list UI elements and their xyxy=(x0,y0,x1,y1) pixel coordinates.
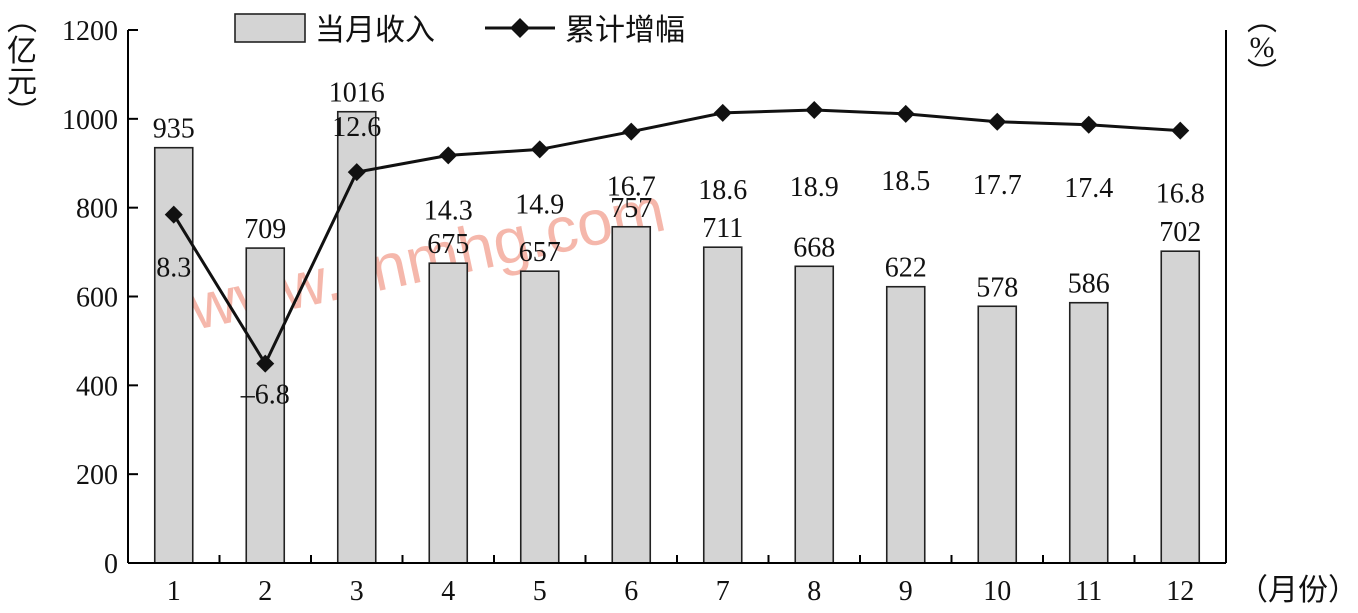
x-tick-label: 11 xyxy=(1075,576,1102,607)
x-tick-label: 12 xyxy=(1166,576,1194,607)
legend-line-label: 累计增幅 xyxy=(565,14,685,47)
x-tick-label: 3 xyxy=(350,576,364,607)
x-tick-label: 6 xyxy=(624,576,638,607)
x-tick-label: 7 xyxy=(716,576,730,607)
bar-value-label: 757 xyxy=(610,193,652,224)
bar xyxy=(1160,250,1201,564)
y-tick-label: 800 xyxy=(76,194,118,225)
bar-value-label: 935 xyxy=(153,114,195,145)
bar xyxy=(336,110,377,564)
y-tick-label: 0 xyxy=(104,549,118,580)
bar-value-label: 668 xyxy=(793,232,835,263)
line-marker xyxy=(1079,115,1098,134)
line-marker xyxy=(347,163,366,182)
bar xyxy=(885,285,926,564)
bar xyxy=(794,265,835,564)
y-right-unit: ︵% ︶ xyxy=(1247,4,1277,91)
legend-bar-label: 当月收入 xyxy=(315,14,435,47)
line-value-label: 16.8 xyxy=(1156,179,1205,210)
line-value-label: 16.7 xyxy=(607,172,656,203)
x-tick-label: 1 xyxy=(167,576,181,607)
y-tick-label: 1200 xyxy=(62,16,118,47)
line-marker xyxy=(530,140,549,159)
y-left-unit-text: ︵亿元︶ xyxy=(7,4,37,130)
line-marker xyxy=(164,205,183,224)
bar-value-label: 702 xyxy=(1159,217,1201,248)
line-value-label: 18.6 xyxy=(698,175,747,206)
line-value-label: 18.5 xyxy=(881,166,930,197)
bar-value-label: 622 xyxy=(885,253,927,284)
line-value-label: 14.3 xyxy=(424,195,473,226)
bar-value-label: 657 xyxy=(519,237,561,268)
bar xyxy=(245,247,286,564)
line-marker xyxy=(805,100,824,119)
growth-line xyxy=(172,108,1181,367)
bar-series xyxy=(153,110,1201,564)
bar xyxy=(519,270,560,564)
x-tick-label: 5 xyxy=(533,576,547,607)
line-marker xyxy=(439,146,458,165)
line-marker xyxy=(896,104,915,123)
bar-value-label: 711 xyxy=(702,213,743,244)
line-value-label: 12.6 xyxy=(332,112,381,143)
bar-value-label: 709 xyxy=(244,214,286,245)
line-value-label: 14.9 xyxy=(515,189,564,220)
line-value-label: 18.9 xyxy=(790,172,839,203)
line-value-label: –6.8 xyxy=(240,380,290,411)
bar xyxy=(977,305,1018,564)
x-unit-label: （月份） xyxy=(1238,574,1358,607)
bar xyxy=(428,262,469,564)
legend-bar-swatch xyxy=(234,13,306,43)
bar xyxy=(1068,301,1109,564)
bar-value-label: 1016 xyxy=(329,78,385,109)
bar-value-label: 578 xyxy=(976,272,1018,303)
line-marker xyxy=(988,112,1007,131)
x-tick-label: 10 xyxy=(983,576,1011,607)
bar xyxy=(611,225,652,564)
y-tick-label: 200 xyxy=(76,460,118,491)
x-tick-label: 4 xyxy=(441,576,455,607)
line-value-label: 17.4 xyxy=(1064,173,1113,204)
x-tick-label: 9 xyxy=(899,576,913,607)
y-tick-label: 600 xyxy=(76,283,118,314)
line-marker xyxy=(1171,121,1190,140)
x-tick-label: 2 xyxy=(258,576,272,607)
legend: 当月收入 累计增幅 xyxy=(234,13,685,47)
legend-line-marker xyxy=(510,18,530,38)
line-value-label: 8.3 xyxy=(156,253,191,284)
line-series xyxy=(164,100,1190,373)
y-left-unit: ︵亿元︶ xyxy=(7,4,37,130)
y-tick-label: 400 xyxy=(76,371,118,402)
x-tick-label: 8 xyxy=(807,576,821,607)
line-value-label: 17.7 xyxy=(973,170,1022,201)
line-marker xyxy=(622,122,641,141)
bar xyxy=(702,246,743,564)
bar-value-label: 586 xyxy=(1068,269,1110,300)
y-right-unit-text: ︵% ︶ xyxy=(1247,4,1277,91)
line-marker xyxy=(256,354,275,373)
bar-value-label: 675 xyxy=(427,229,469,260)
y-tick-label: 1000 xyxy=(62,105,118,136)
line-marker xyxy=(713,103,732,122)
